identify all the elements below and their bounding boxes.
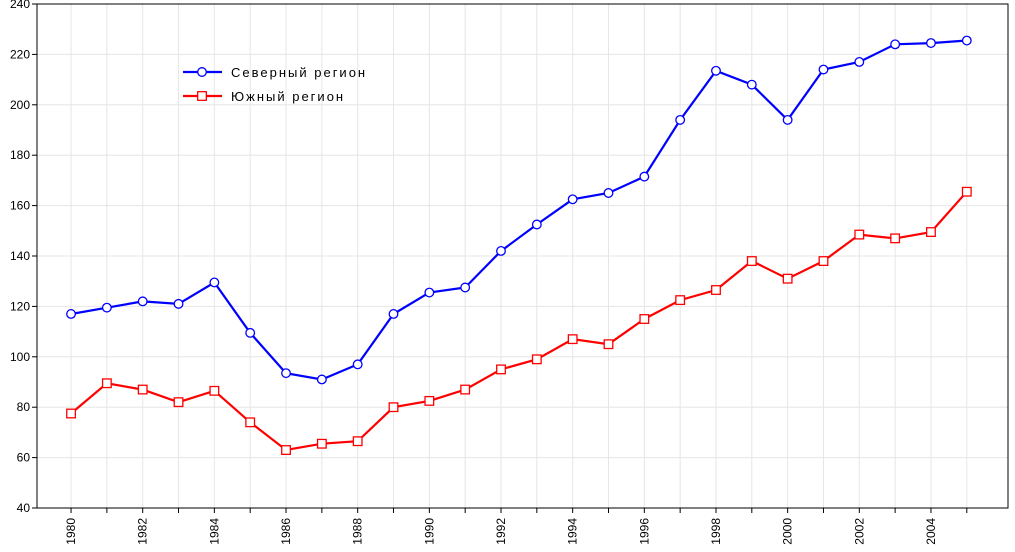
legend-item: Южный регион	[183, 89, 345, 104]
data-point	[101, 378, 112, 389]
data-point	[890, 233, 901, 244]
data-point	[531, 219, 542, 230]
data-point	[603, 188, 614, 198]
data-point	[961, 186, 972, 197]
y-tick-label: 80	[17, 400, 31, 414]
data-point	[782, 273, 793, 284]
data-point	[281, 445, 291, 455]
axes: 40 60 80 100 120 140 160 180 200 220 240 1980 1982 19…	[10, 0, 1009, 545]
data-point	[137, 296, 148, 307]
y-tick-label: 200	[10, 98, 30, 112]
x-tick-label: 2002	[852, 518, 866, 545]
y-tick-label: 100	[10, 350, 30, 364]
data-point	[316, 374, 327, 385]
legend-marker	[197, 91, 207, 101]
x-tick-label: 1998	[709, 518, 723, 545]
x-tick-label: 1990	[422, 518, 436, 545]
data-point	[424, 395, 435, 406]
legend: Северный регион Южный регион	[183, 65, 367, 104]
data-point	[926, 38, 936, 49]
data-point	[854, 229, 865, 240]
data-point	[460, 384, 471, 395]
y-tick-label: 40	[17, 501, 31, 515]
data-point	[818, 64, 829, 75]
data-point	[531, 354, 542, 365]
data-point	[209, 277, 220, 288]
data-point	[66, 408, 76, 419]
data-point	[567, 194, 578, 205]
data-point	[890, 39, 901, 50]
x-tick-label: 1986	[279, 518, 293, 545]
x-tick-label: 1994	[566, 518, 580, 545]
x-tick-label: 1988	[351, 518, 365, 545]
data-point	[66, 309, 76, 319]
data-point	[782, 114, 793, 125]
data-point	[818, 256, 829, 266]
data-point	[245, 417, 256, 428]
data-point	[209, 385, 220, 396]
data-point	[675, 295, 686, 306]
data-point	[173, 397, 184, 408]
x-tick-label: 1992	[494, 518, 508, 545]
data-point	[173, 298, 184, 309]
data-point	[352, 359, 363, 370]
legend-item: Северный регион	[183, 65, 367, 80]
data-point	[137, 384, 148, 395]
data-point	[496, 246, 506, 256]
data-point	[746, 79, 757, 90]
plot-frame	[36, 3, 1009, 509]
grid	[37, 4, 1008, 508]
series-line	[70, 39, 967, 381]
legend-label: Северный регион	[231, 65, 367, 80]
y-tick-label: 60	[17, 451, 31, 465]
y-tick-label: 120	[10, 299, 30, 313]
data-point	[711, 285, 721, 295]
series-2	[66, 186, 972, 455]
series-line	[70, 190, 968, 452]
x-tick-label: 1980	[64, 518, 78, 545]
x-tick-label: 2000	[781, 518, 795, 545]
series	[66, 35, 972, 455]
y-tick-label: 140	[10, 249, 30, 263]
y-tick-label: 160	[10, 199, 30, 213]
data-point	[961, 35, 972, 46]
data-point	[316, 438, 327, 449]
data-point	[603, 339, 614, 350]
data-point	[281, 368, 291, 379]
data-point	[460, 282, 471, 293]
data-point	[639, 314, 650, 324]
data-point	[746, 256, 757, 266]
y-tick-label: 240	[10, 0, 30, 11]
data-point	[245, 327, 256, 338]
data-point	[639, 171, 650, 182]
data-point	[496, 364, 506, 375]
series-1	[66, 35, 972, 385]
legend-label: Южный регион	[231, 89, 345, 104]
data-point	[388, 309, 399, 319]
x-tick-label: 1996	[637, 518, 651, 545]
data-point	[926, 227, 936, 238]
x-tick-label: 2004	[924, 518, 938, 545]
legend-marker	[197, 67, 207, 77]
data-point	[388, 402, 399, 413]
y-tick-label: 220	[10, 47, 30, 61]
data-point	[567, 334, 578, 345]
data-point	[352, 436, 363, 447]
data-point	[675, 114, 686, 125]
data-point	[854, 57, 865, 67]
x-tick-label: 1982	[136, 518, 150, 545]
data-point	[424, 287, 435, 298]
x-tick-label: 1984	[207, 518, 221, 545]
y-tick-label: 180	[10, 148, 30, 162]
data-point	[711, 65, 721, 76]
data-point	[101, 302, 112, 313]
